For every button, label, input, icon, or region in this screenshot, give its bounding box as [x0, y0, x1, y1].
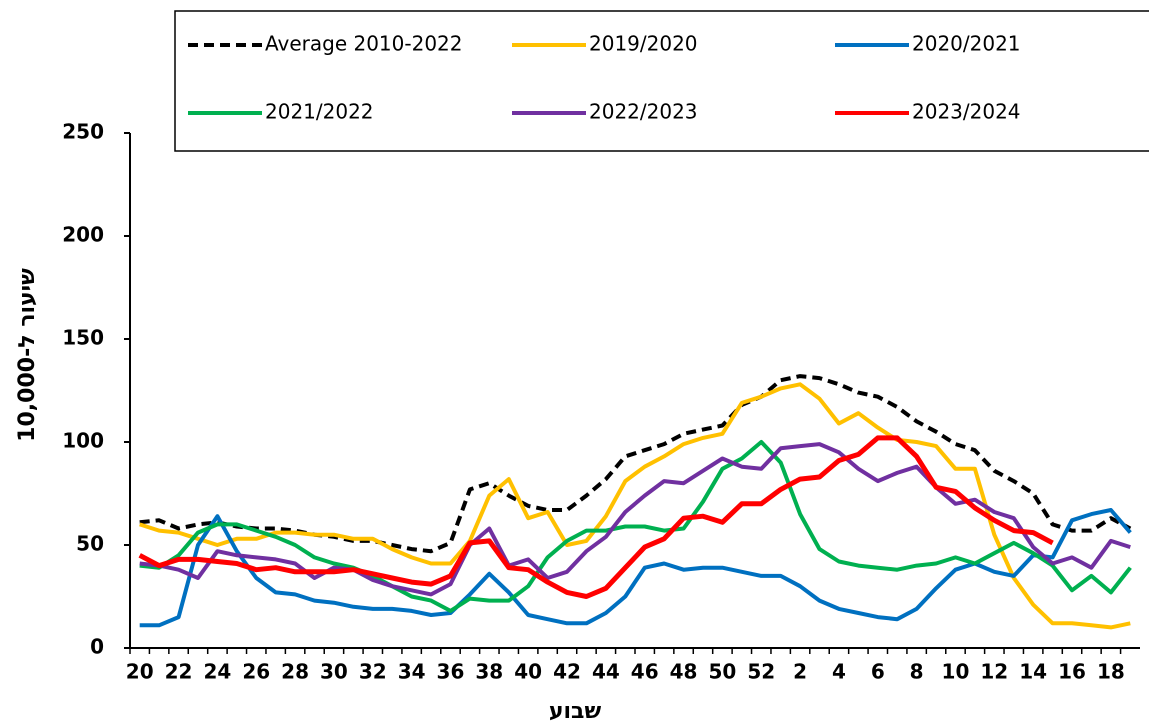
x-tick-label: 50 — [708, 660, 736, 684]
x-tick-label: 14 — [1019, 660, 1047, 684]
y-tick-label: 150 — [62, 326, 104, 350]
x-tick-label: 10 — [942, 660, 970, 684]
y-tick-label: 250 — [62, 120, 104, 144]
x-tick-label: 26 — [242, 660, 270, 684]
x-tick-label: 34 — [398, 660, 426, 684]
x-tick-label: 28 — [281, 660, 309, 684]
legend-box — [174, 10, 1149, 152]
y-tick-label: 0 — [90, 635, 104, 659]
x-tick-label: 46 — [631, 660, 659, 684]
x-tick-label: 16 — [1058, 660, 1086, 684]
y-tick-label: 100 — [62, 429, 104, 453]
x-tick-label: 6 — [871, 660, 885, 684]
series-line — [139, 382, 1131, 630]
x-tick-label: 30 — [320, 660, 348, 684]
series-line — [138, 435, 1054, 599]
series-line — [139, 508, 1132, 628]
x-tick-label: 24 — [203, 660, 231, 684]
y-tick-label: 50 — [76, 532, 104, 556]
x-tick-label: 42 — [553, 660, 581, 684]
x-tick-label: 8 — [910, 660, 924, 684]
x-tick-label: 52 — [747, 660, 775, 684]
x-axis-title: שבוע — [549, 699, 602, 724]
y-axis-title: שיעור ל-10,000 — [15, 268, 40, 442]
x-tick-label: 20 — [126, 660, 154, 684]
x-tick-label: 40 — [514, 660, 542, 684]
x-tick-label: 38 — [475, 660, 503, 684]
x-tick-label: 4 — [832, 660, 846, 684]
x-tick-label: 18 — [1097, 660, 1125, 684]
x-tick-label: 44 — [592, 660, 620, 684]
series-line — [139, 440, 1132, 613]
legend-label: Average 2010-2022 — [265, 32, 463, 56]
x-tick-label: 36 — [437, 660, 465, 684]
x-tick-label: 22 — [165, 660, 193, 684]
x-tick-label: 2 — [793, 660, 807, 684]
legend-label: 2021/2022 — [265, 100, 374, 124]
legend-label: 2023/2024 — [912, 100, 1021, 124]
y-tick-label: 200 — [62, 223, 104, 247]
legend-label: 2019/2020 — [589, 32, 698, 56]
x-tick-label: 12 — [980, 660, 1008, 684]
legend-label: 2020/2021 — [912, 32, 1021, 56]
legend-label: 2022/2023 — [589, 100, 698, 124]
x-tick-label: 32 — [359, 660, 387, 684]
x-tick-label: 48 — [670, 660, 698, 684]
